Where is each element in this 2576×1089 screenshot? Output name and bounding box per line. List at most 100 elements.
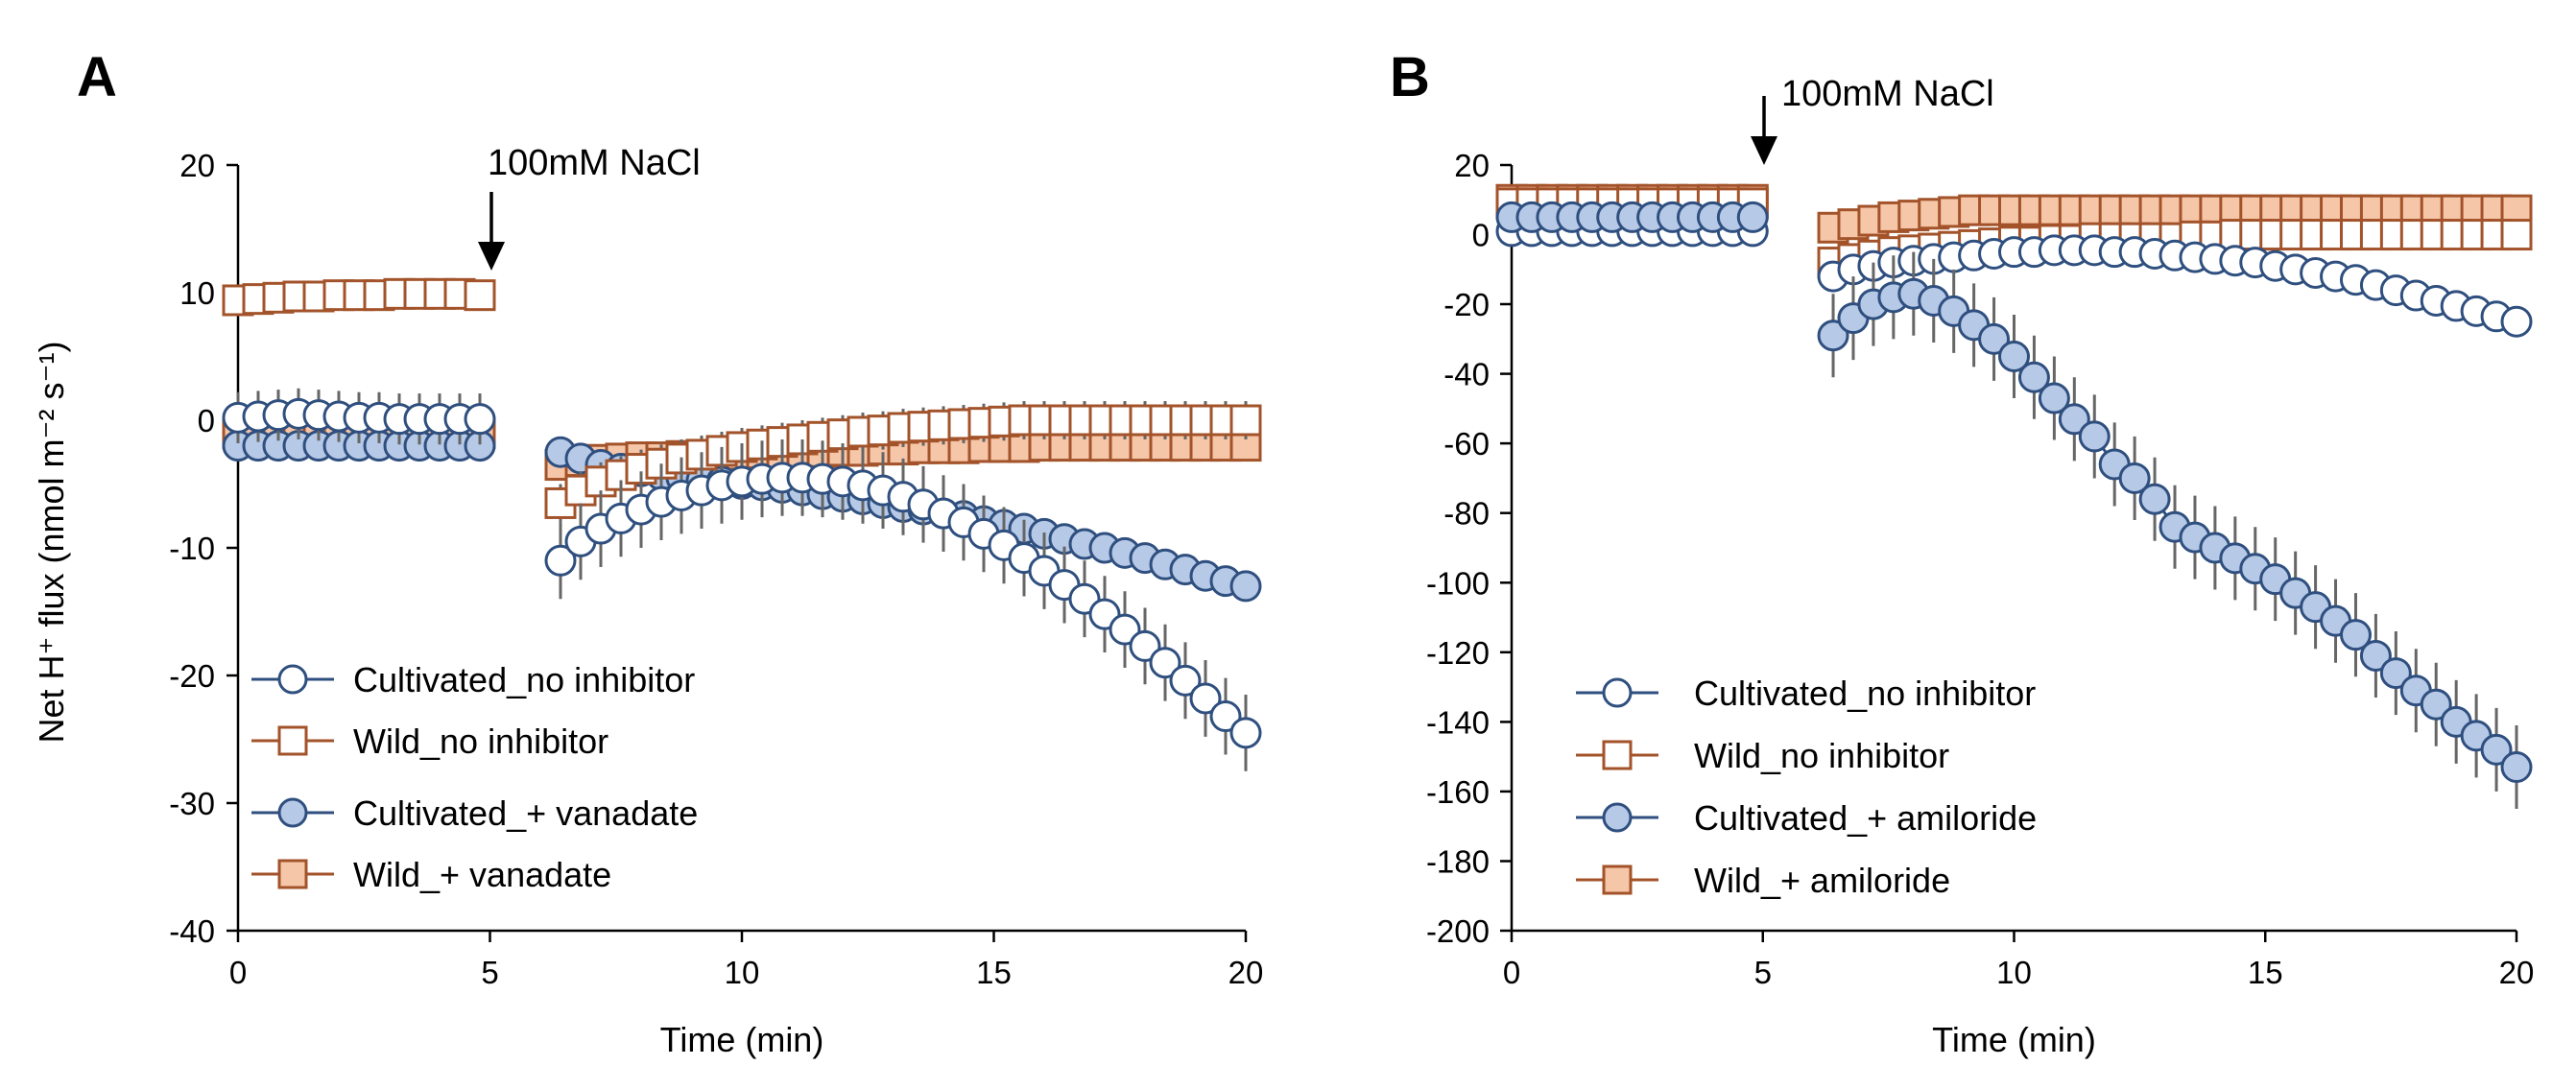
y-tick-label: -60: [1443, 426, 1490, 462]
data-point: [2359, 639, 2392, 672]
x-tick-label: 5: [1754, 955, 1772, 990]
data-point: [2379, 657, 2412, 690]
legend-label: Cultivated_+ amiloride: [1694, 798, 2037, 838]
panel-b: B 20 0 -20 -40 -60 -80 -100 -120 -: [1390, 46, 2534, 1059]
y-tick-label: -30: [169, 786, 215, 821]
data-point: [1149, 647, 1181, 679]
x-axis-title-a: Time (min): [660, 1020, 824, 1059]
legend-marker-filled-circle: [1602, 802, 1633, 833]
data-point: [1169, 664, 1202, 697]
x-tick-label: 10: [725, 955, 760, 990]
y-tick-label: 20: [179, 148, 215, 183]
data-point: [1129, 629, 1161, 662]
data-point: [2420, 688, 2452, 721]
data-point: [1229, 404, 1262, 437]
x-tick-label: 0: [1503, 955, 1520, 990]
y-tick-label: -40: [1443, 357, 1490, 392]
axes-b: 20 0 -20 -40 -60 -80 -100 -120 -140 -160…: [1426, 148, 2534, 1059]
y-tick-label: -10: [169, 531, 215, 566]
data-point: [1978, 322, 2011, 355]
x-tick-label: 15: [2248, 955, 2283, 990]
data-point: [1109, 613, 1141, 646]
legend-label: Cultivated_no inhibitor: [353, 660, 695, 699]
data-point: [1229, 570, 1262, 603]
legend-item-cultivated-no-inhibitor: Cultivated_no inhibitor: [251, 660, 695, 699]
x-tick-label: 10: [1996, 955, 2032, 990]
legend-marker-open-circle: [1602, 677, 1633, 708]
nacl-annotation-a: 100mM NaCl: [488, 143, 701, 183]
x-tick-label: 20: [2499, 955, 2535, 990]
legend-marker-open-square: [277, 725, 308, 756]
legend-label: Wild_+ amiloride: [1694, 861, 1950, 900]
data-point: [2500, 219, 2533, 251]
y-tick-label: 0: [198, 403, 215, 438]
legend-item-cultivated-no-inhibitor: Cultivated_no inhibitor: [1576, 674, 2036, 713]
data-point: [2500, 751, 2533, 784]
x-tick-label: 0: [229, 955, 247, 990]
data-point: [2038, 382, 2070, 414]
y-tick-label: -20: [169, 658, 215, 694]
legend-label: Wild_no inhibitor: [1694, 736, 1949, 775]
legend-marker-filled-square: [277, 859, 308, 889]
legend-label: Wild_+ vanadate: [353, 855, 611, 894]
legend-item-wild-amiloride: Wild_+ amiloride: [1576, 861, 1950, 900]
legend-item-wild-no-inhibitor: Wild_no inhibitor: [251, 722, 608, 761]
legend-label: Cultivated_no inhibitor: [1694, 674, 2036, 713]
data-point: [1209, 700, 1242, 733]
axes-a: 20 10 0 -10 -20 -30 -40 0 5 10 15 20 Tim…: [169, 148, 1263, 1059]
data-point: [2500, 305, 2533, 338]
x-tick-label: 15: [976, 955, 1012, 990]
data-point: [464, 403, 496, 436]
y-tick-label: -80: [1443, 496, 1490, 532]
legend-b: Cultivated_no inhibitor Wild_no inhibito…: [1576, 674, 2037, 900]
y-tick-label: -20: [1443, 287, 1490, 322]
data-point: [1229, 717, 1262, 749]
x-tick-label: 5: [481, 955, 498, 990]
plot-area-b: [1495, 183, 2533, 810]
plot-area-a: [222, 277, 1262, 771]
y-tick-label: -160: [1426, 774, 1490, 810]
data-point: [464, 279, 496, 312]
x-tick-label: 20: [1228, 955, 1264, 990]
y-tick-label: -40: [169, 913, 215, 949]
data-point: [2078, 420, 2111, 453]
y-tick-label: -180: [1426, 844, 1490, 880]
legend-item-cultivated-vanadate: Cultivated_+ vanadate: [251, 793, 698, 833]
y-axis-title: Net H⁺ flux (nmol m⁻² s⁻¹): [32, 341, 71, 743]
series-cultivated-no-inhibitor-a: [222, 388, 1262, 771]
series-wild-no-inhibitor-a: [222, 277, 1262, 523]
panel-letter-a: A: [77, 46, 117, 108]
panel-a: A Net H⁺ flux (nmol m⁻² s⁻¹) 20 10 0 -10…: [32, 46, 1263, 1059]
y-tick-label: -140: [1426, 704, 1490, 740]
legend-a: Cultivated_no inhibitor Wild_no inhibito…: [251, 660, 698, 894]
legend-marker-filled-square: [1602, 864, 1633, 895]
data-point: [1189, 682, 1222, 715]
data-point: [2058, 403, 2090, 436]
panel-letter-b: B: [1390, 46, 1430, 108]
legend-item-wild-no-inhibitor: Wild_no inhibitor: [1576, 736, 1949, 775]
y-tick-label: -120: [1426, 635, 1490, 671]
data-point: [2480, 733, 2513, 766]
y-tick-label: -100: [1426, 565, 1490, 601]
legend-label: Wild_no inhibitor: [353, 722, 608, 761]
y-tick-label: -200: [1426, 913, 1490, 949]
data-point: [2339, 619, 2372, 651]
nacl-arrowhead-a: [478, 242, 505, 271]
data-point: [1998, 341, 2030, 372]
data-point: [1817, 320, 1849, 352]
nacl-annotation-b: 100mM NaCl: [1781, 74, 1994, 114]
series-cultivated-amiloride-b: [1495, 201, 2533, 810]
legend-item-wild-vanadate: Wild_+ vanadate: [251, 855, 611, 894]
y-tick-label: 10: [179, 275, 215, 311]
nacl-arrowhead-b: [1751, 136, 1777, 165]
legend-item-cultivated-amiloride: Cultivated_+ amiloride: [1576, 798, 2037, 838]
data-point: [1736, 201, 1769, 233]
legend-marker-filled-circle: [277, 797, 308, 828]
data-point: [2017, 361, 2050, 393]
legend-label: Cultivated_+ vanadate: [353, 793, 698, 833]
legend-marker-open-square: [1602, 740, 1633, 770]
y-tick-label: 0: [1472, 218, 1490, 253]
legend-marker-open-circle: [277, 664, 308, 695]
y-tick-label: 20: [1454, 148, 1490, 183]
